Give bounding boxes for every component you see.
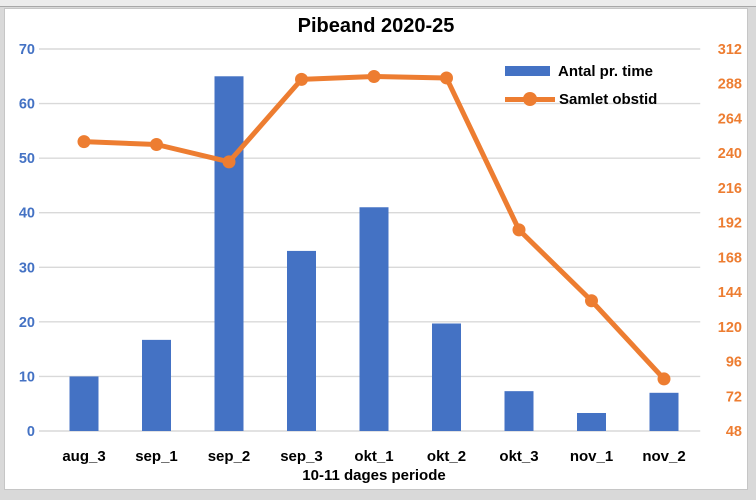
line-marker[interactable] bbox=[512, 223, 526, 237]
line-marker[interactable] bbox=[585, 294, 598, 308]
line-marker-dot-icon bbox=[523, 92, 537, 106]
plot-area: 0 10 20 30 40 50 60 70 48 72 96 120 144 168 192 216 240 2… bbox=[19, 42, 742, 465]
left-axis-tick-label: 70 bbox=[19, 42, 35, 58]
line-series-swatch-icon bbox=[505, 92, 555, 106]
left-axis-tick-label: 20 bbox=[19, 315, 35, 331]
x-category-label: sep_3 bbox=[280, 448, 323, 465]
x-category-label: sep_1 bbox=[135, 448, 178, 465]
right-axis-tick-label: 312 bbox=[718, 42, 742, 58]
window-edge-strip bbox=[0, 0, 756, 7]
x-category-label: nov_1 bbox=[570, 448, 613, 465]
legend-label-line-series: Samlet obstid bbox=[559, 90, 658, 108]
right-axis-tick-label: 288 bbox=[718, 77, 742, 93]
right-axis-tick-label: 240 bbox=[718, 146, 742, 162]
bar[interactable] bbox=[142, 339, 171, 431]
bar[interactable] bbox=[504, 391, 534, 431]
right-axis-tick-label: 264 bbox=[718, 111, 742, 127]
left-axis-tick-label: 50 bbox=[19, 151, 35, 167]
bar[interactable] bbox=[432, 323, 461, 431]
x-category-label: okt_1 bbox=[354, 448, 393, 465]
right-axis-tick-label: 120 bbox=[718, 320, 742, 336]
x-category-label: aug_3 bbox=[62, 448, 105, 465]
legend-item-line-series[interactable]: Samlet obstid bbox=[505, 85, 705, 113]
left-axis-tick-label: 60 bbox=[19, 97, 35, 113]
bar[interactable] bbox=[649, 392, 679, 431]
right-axis-tick-label: 96 bbox=[726, 355, 742, 371]
bar-series-swatch-icon bbox=[505, 66, 550, 76]
chart-title: Pibeand 2020-25 bbox=[297, 15, 455, 37]
right-axis-tick-label: 72 bbox=[726, 389, 742, 405]
line-marker[interactable] bbox=[440, 71, 453, 85]
right-axis-tick-label: 168 bbox=[718, 250, 742, 266]
legend-item-bar-series[interactable]: Antal pr. time bbox=[505, 57, 705, 85]
chart-frame[interactable]: 0 10 20 30 40 50 60 70 48 72 96 120 144 168 192 216 240 2… bbox=[4, 8, 748, 490]
x-category-label: nov_2 bbox=[642, 448, 685, 465]
right-axis-tick-label: 192 bbox=[718, 216, 742, 232]
left-axis-tick-label: 10 bbox=[19, 369, 35, 385]
line-marker[interactable] bbox=[77, 135, 91, 149]
bar[interactable] bbox=[69, 376, 99, 431]
line-marker[interactable] bbox=[150, 138, 163, 151]
legend: Antal pr. time Samlet obstid bbox=[505, 57, 705, 113]
left-axis-tick-label: 0 bbox=[27, 424, 35, 440]
right-axis-tick-label: 144 bbox=[718, 285, 742, 301]
bar[interactable] bbox=[214, 76, 244, 432]
x-category-label: sep_2 bbox=[208, 448, 251, 465]
line-marker[interactable] bbox=[222, 155, 236, 169]
right-axis-tick-label: 48 bbox=[726, 424, 742, 440]
legend-label-bar-series: Antal pr. time bbox=[558, 62, 654, 80]
right-axis-tick-label: 216 bbox=[718, 181, 742, 197]
line-marker[interactable] bbox=[295, 72, 308, 86]
bar[interactable] bbox=[577, 412, 606, 431]
bar[interactable] bbox=[287, 250, 316, 431]
line-marker[interactable] bbox=[657, 372, 671, 386]
left-axis-tick-label: 30 bbox=[19, 260, 35, 276]
x-category-label: okt_2 bbox=[427, 448, 466, 465]
x-category-label: okt_3 bbox=[499, 448, 538, 465]
bar[interactable] bbox=[359, 207, 389, 431]
x-axis-title: 10-11 dages periode bbox=[302, 467, 446, 484]
line-marker[interactable] bbox=[367, 69, 381, 83]
left-axis-tick-label: 40 bbox=[19, 206, 35, 222]
